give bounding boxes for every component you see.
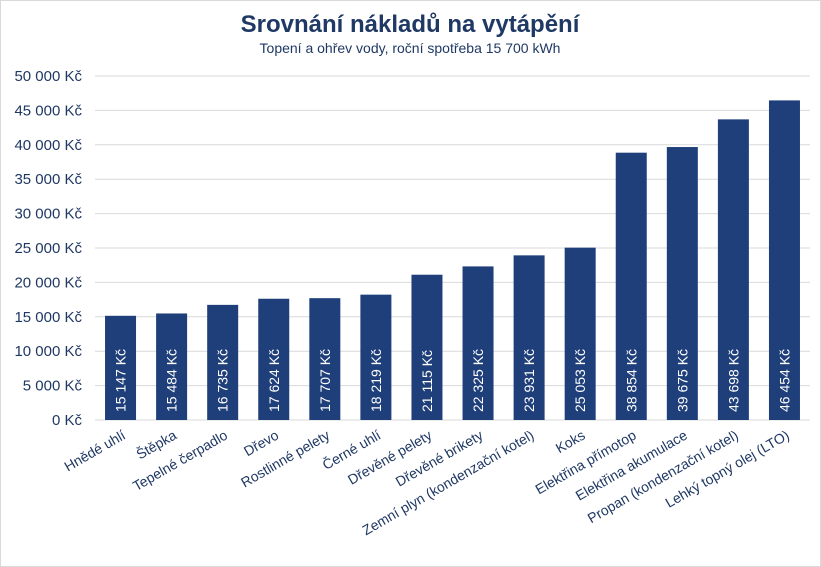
bar [309,298,341,420]
bar [717,119,749,420]
data-label: 39 675 Kč [674,349,690,412]
y-tick-label: 45 000 Kč [14,102,82,119]
y-tick-label: 0 Kč [52,412,83,429]
x-tick-label: Koks [553,427,588,456]
y-tick-label: 40 000 Kč [14,137,82,154]
bar [615,152,647,420]
y-tick-label: 15 000 Kč [14,309,82,326]
data-label: 43 698 Kč [725,349,741,412]
y-tick-label: 20 000 Kč [14,274,82,291]
bar [768,100,800,420]
y-tick-label: 25 000 Kč [14,240,82,257]
bar [207,304,239,420]
data-label: 17 707 Kč [317,349,333,412]
bar [513,255,545,420]
x-tick-label: Hnědé uhlí [61,427,128,475]
bar [360,294,392,420]
data-label: 23 931 Kč [521,349,537,412]
y-tick-label: 35 000 Kč [14,171,82,188]
y-tick-label: 30 000 Kč [14,206,82,223]
chart-subtitle: Topení a ohřev vody, roční spotřeba 15 7… [260,40,561,56]
x-tick-label: Rostlinné pelety [238,427,332,491]
data-label: 46 454 Kč [776,349,792,412]
data-label: 38 854 Kč [623,349,639,412]
bar [258,298,290,420]
bar [666,147,698,420]
bar [156,313,188,420]
y-tick-label: 5 000 Kč [23,378,83,395]
y-tick-label: 10 000 Kč [14,343,82,360]
data-label: 21 115 Kč [419,350,435,412]
data-label: 25 053 Kč [572,349,588,412]
data-label: 15 484 Kč [164,349,180,412]
data-label: 18 219 Kč [368,349,384,412]
bar [105,315,137,420]
chart-title: Srovnání nákladů na vytápění [241,11,581,38]
bar [411,274,443,420]
y-tick-label: 50 000 Kč [14,68,82,85]
data-label: 16 735 Kč [215,349,231,412]
data-label: 17 624 Kč [266,349,282,412]
bar [564,247,596,420]
data-label: 22 325 Kč [470,349,486,412]
bar [462,266,494,420]
data-label: 15 147 Kč [113,349,129,412]
